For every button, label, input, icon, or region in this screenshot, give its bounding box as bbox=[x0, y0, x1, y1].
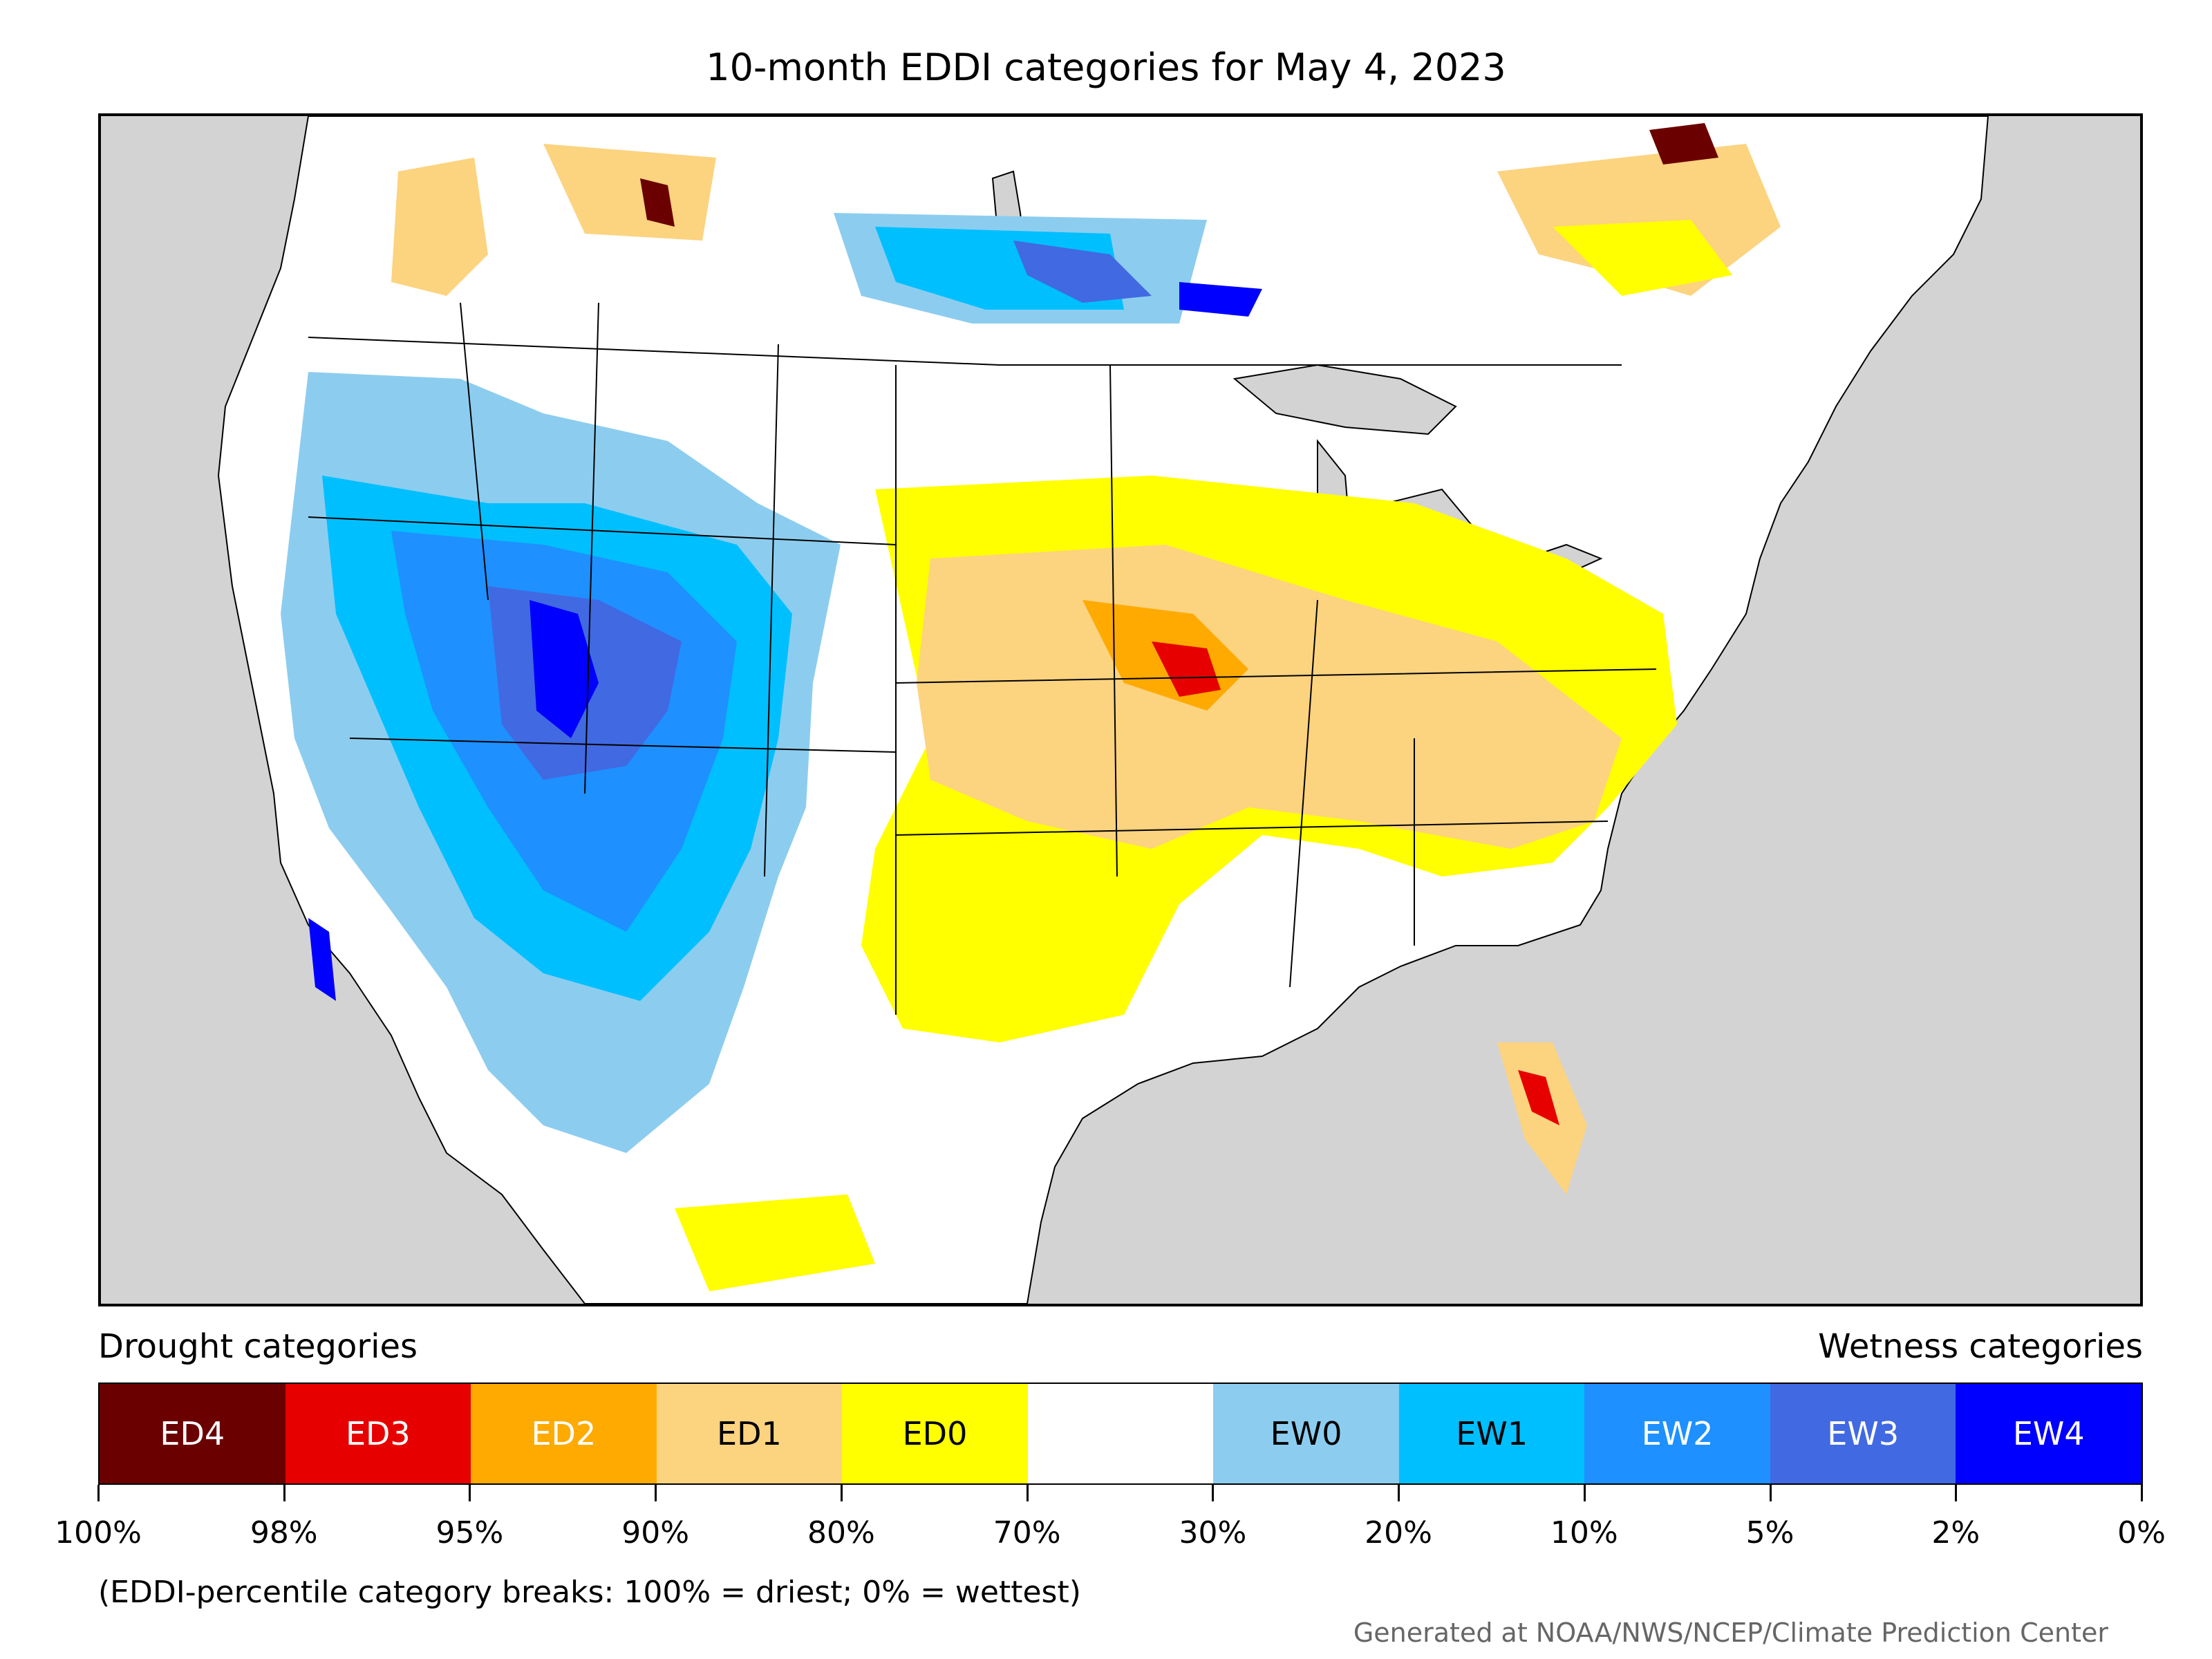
colorbar-tick bbox=[840, 1485, 843, 1501]
colorbar-cell-neutral bbox=[1027, 1384, 1214, 1483]
drought-ed4-quebec bbox=[1649, 123, 1718, 165]
map-graphic bbox=[217, 116, 1989, 1304]
colorbar-cell-ed1: ED1 bbox=[656, 1384, 843, 1483]
drought-categories-heading: Drought categories bbox=[98, 1327, 418, 1366]
colorbar-cell-ew0: EW0 bbox=[1213, 1384, 1399, 1483]
wetness-ew4-north bbox=[1179, 282, 1262, 317]
drought-ed1-florida bbox=[1497, 1042, 1587, 1194]
map-title: 10-month EDDI categories for May 4, 2023 bbox=[706, 46, 1506, 89]
colorbar-tick bbox=[1398, 1485, 1400, 1501]
colorbar-cell-ed3: ED3 bbox=[285, 1384, 471, 1483]
wetness-ew4-west bbox=[529, 600, 599, 738]
wetness-categories-heading: Wetness categories bbox=[1818, 1327, 2143, 1366]
drought-ed0-mexico bbox=[675, 1194, 875, 1291]
colorbar-cell-ed2: ED2 bbox=[471, 1384, 657, 1483]
colorbar-tick-label: 10% bbox=[1550, 1515, 1618, 1550]
colorbar-tick bbox=[655, 1485, 657, 1501]
colorbar-tick-label: 30% bbox=[1179, 1515, 1247, 1550]
colorbar-cell-ed0: ED0 bbox=[842, 1384, 1028, 1483]
colorbar-tick bbox=[2141, 1485, 2143, 1501]
drought-ed3-central bbox=[1152, 641, 1221, 697]
drought-ed1-pnw bbox=[391, 158, 488, 296]
drought-ed3-florida bbox=[1518, 1070, 1559, 1125]
colorbar-cell-ew3: EW3 bbox=[1770, 1384, 1956, 1483]
colorbar-ticks bbox=[97, 1485, 2143, 1506]
drought-ed3-bc bbox=[640, 178, 675, 227]
wetness-ew4-baja bbox=[308, 918, 336, 1001]
colorbar-cell-ew4: EW4 bbox=[1956, 1384, 2142, 1483]
eddi-map bbox=[98, 113, 2143, 1306]
colorbar-tick-label: 90% bbox=[621, 1515, 690, 1550]
drought-ed0-quebec bbox=[1553, 220, 1732, 296]
category-colorbar: ED4 ED3 ED2 ED1 ED0 EW0 EW1 EW2 EW3 EW4 bbox=[98, 1382, 2143, 1485]
state-borders bbox=[308, 302, 1657, 1015]
colorbar-cell-ew1: EW1 bbox=[1398, 1384, 1585, 1483]
colorbar-tick-label: 20% bbox=[1365, 1515, 1432, 1550]
colorbar-tick bbox=[1583, 1485, 1586, 1501]
colorbar-tick bbox=[1026, 1485, 1029, 1501]
credit-line: Generated at NOAA/NWS/NCEP/Climate Predi… bbox=[1353, 1618, 2108, 1648]
colorbar-tick bbox=[97, 1485, 100, 1501]
colorbar-tick-label: 2% bbox=[1931, 1515, 1980, 1550]
category-breaks-note: (EDDI-percentile category breaks: 100% =… bbox=[98, 1575, 1081, 1610]
colorbar-tick bbox=[283, 1485, 285, 1501]
wetness-ew3-north bbox=[1013, 241, 1152, 303]
colorbar-tick bbox=[1769, 1485, 1772, 1501]
colorbar-tick-label: 95% bbox=[435, 1515, 504, 1550]
colorbar-tick-label: 5% bbox=[1745, 1515, 1794, 1550]
colorbar-tick-label: 98% bbox=[250, 1515, 318, 1550]
colorbar-cell-ed4: ED4 bbox=[100, 1384, 285, 1483]
colorbar-tick-label: 100% bbox=[55, 1515, 142, 1550]
colorbar-cell-ew2: EW2 bbox=[1584, 1384, 1770, 1483]
colorbar-tick-label: 0% bbox=[2117, 1515, 2166, 1550]
colorbar-tick bbox=[1955, 1485, 1958, 1501]
colorbar-tick bbox=[1212, 1485, 1215, 1501]
colorbar-tick bbox=[469, 1485, 471, 1501]
colorbar-tick-label: 80% bbox=[807, 1515, 875, 1550]
colorbar-tick-label: 70% bbox=[993, 1515, 1061, 1550]
